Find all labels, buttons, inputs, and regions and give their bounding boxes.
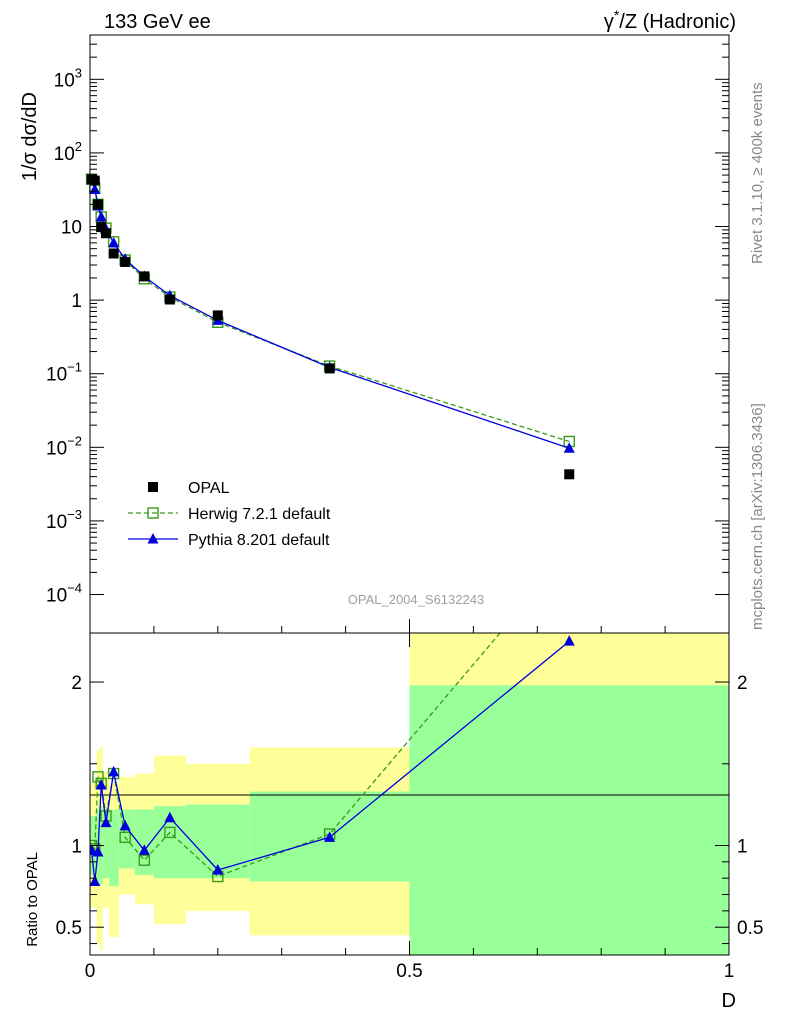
data-point [95,210,107,222]
ratio-point [138,844,150,855]
ratio-point [100,816,112,828]
ratio-y-axis-label: Ratio to OPAL [24,852,41,947]
ratio-point [108,765,120,777]
legend-label: Herwig 7.2.1 default [188,506,331,523]
main-y-tick-label: 102 [54,139,82,165]
ratio-point [164,811,176,823]
ratio-point [92,846,104,857]
data-point [108,248,119,259]
main-y-tick-label: 10−2 [46,433,82,459]
ratio-line [90,640,570,882]
x-tick-label: 0.5 [396,961,422,982]
legend-label: Pythia 8.201 default [188,532,330,549]
data-point [563,442,575,453]
ratio-point [563,635,575,646]
ratio-point [95,779,107,790]
ratio-series-pythia [90,635,575,886]
uncertainty-band-green [409,685,729,955]
ratio-point [164,826,176,839]
series-opal [86,174,575,480]
ratio-y-tick-label: 0.5 [56,918,82,939]
series-herwig [85,173,575,448]
data-point [92,199,103,210]
ratio-y-tick-label: 2 [71,673,82,694]
main-y-tick-label: 10−3 [46,507,82,533]
x-tick-label: 1 [724,961,735,982]
main-y-tick-label: 103 [54,65,82,91]
legend-label: OPAL [188,480,230,497]
legend-marker [148,482,158,492]
mcplots-label: mcplots.cern.ch [arXiv:1306.3436] [749,403,766,630]
ratio-plot: 0.5 0.5 1 1 2 2 0 0.5 1 Ratio to OPAL D [24,632,763,1012]
main-y-tick-label: 10−4 [46,581,82,607]
legend-entry: OPAL [148,480,230,497]
ratio-y-tick-label: 1 [71,836,82,857]
ratio-point [90,875,101,886]
legend-marker [147,533,159,544]
data-point [120,256,131,267]
analysis-watermark: OPAL_2004_S6132243 [348,592,484,607]
data-point [100,228,111,239]
legend: OPAL Herwig 7.2.1 default Pythia 8.201 def… [128,480,331,549]
series-pythia [86,173,575,453]
ratio-y-tick-label-right: 0.5 [737,918,763,939]
main-y-tick-label: 10−1 [46,360,82,386]
main-y-axis-label: 1/σ dσ/dD [19,92,41,181]
uncertainty-band-green [102,809,110,879]
data-point [108,236,120,248]
data-point [164,294,175,305]
data-point [564,469,575,480]
main-y-tick-label: 10 [61,218,82,239]
ratio-point [324,831,336,842]
main-plot-frame [89,34,730,634]
x-axis-label: D [722,990,736,1012]
main-y-tick-label: 1 [71,291,82,312]
header-process-label: γ*/Z (Hadronic) [604,7,736,33]
ratio-point [119,831,131,844]
legend-entry: Herwig 7.2.1 default [128,506,331,523]
ratio-point [92,771,104,783]
data-point [324,363,335,374]
legend-entry: Pythia 8.201 default [128,532,330,549]
uncertainty-band-green [109,809,119,887]
x-tick-label: 0 [85,961,96,982]
series-line [90,178,570,443]
ratio-point [212,864,224,875]
header-energy-label: 133 GeV ee [104,11,211,33]
data-point [96,222,107,233]
data-point [212,310,223,321]
series-line [90,179,570,449]
legend-marker [147,507,159,519]
rivet-version-label: Rivet 3.1.10, ≥ 400k events [749,82,766,264]
data-point [89,175,100,186]
data-point [139,271,150,282]
ratio-y-tick-label-right: 1 [737,836,748,857]
ratio-y-tick-label-right: 2 [737,673,748,694]
ratio-point [138,854,151,866]
ratio-point [119,819,131,831]
